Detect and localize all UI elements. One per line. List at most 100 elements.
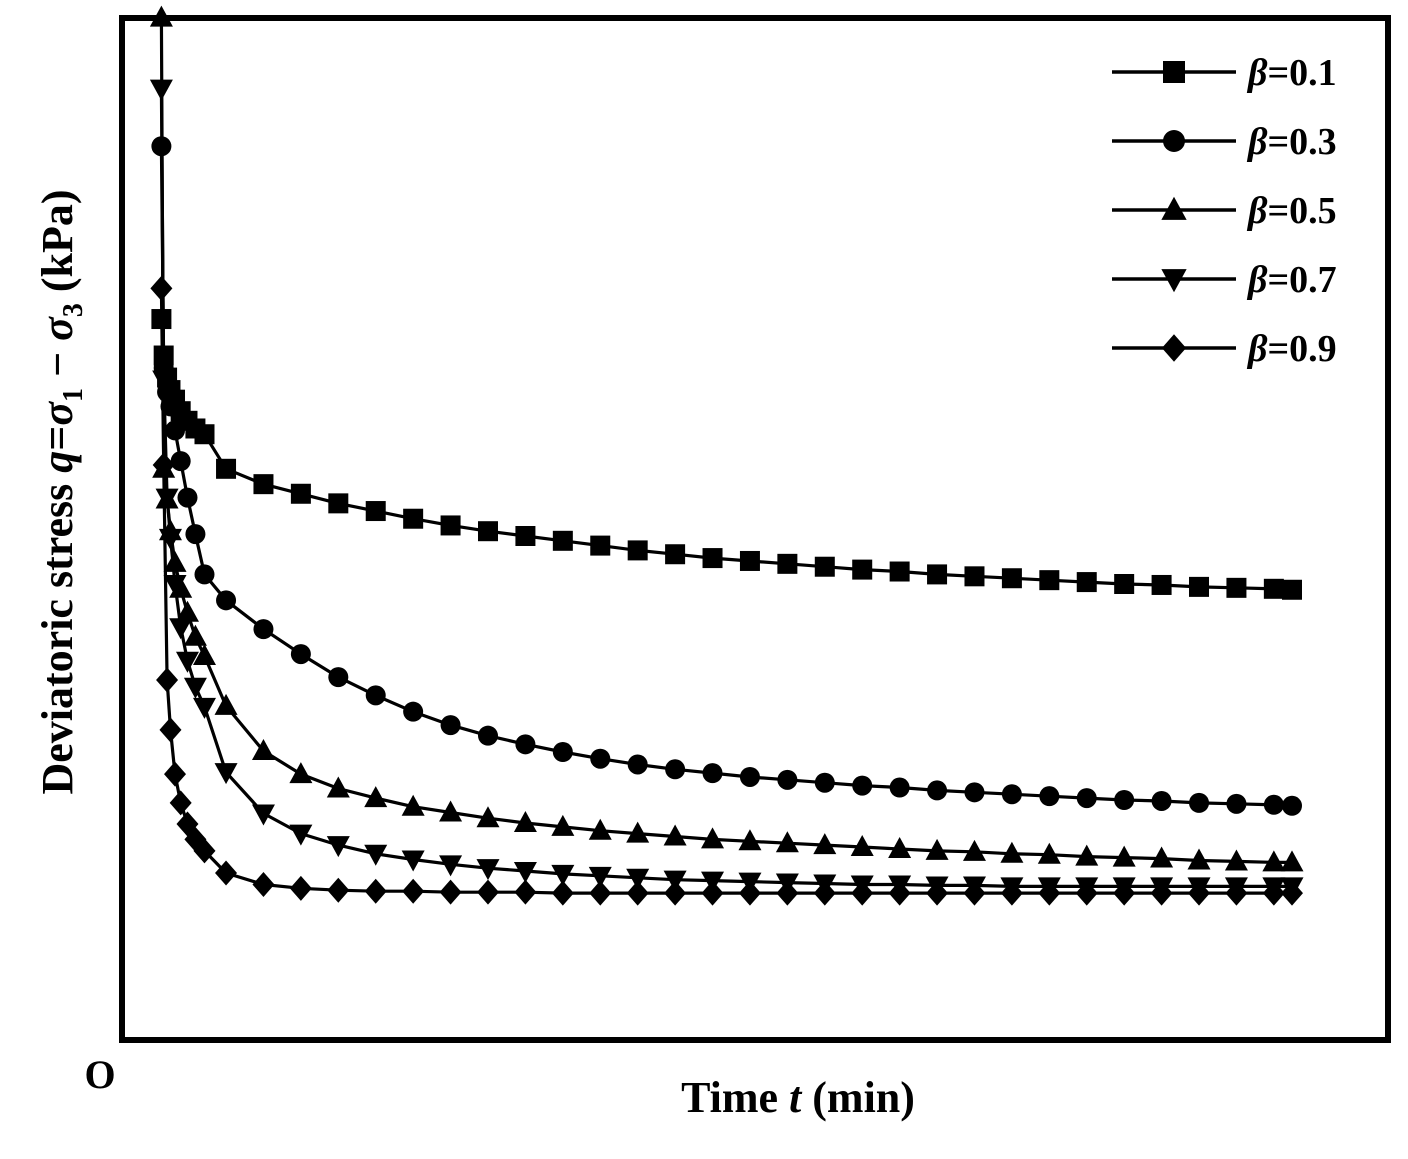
y-axis-title: Deviatoric stress q=σ1 − σ3 (kPa) [33,190,89,795]
data-point [1000,841,1024,863]
data-point [813,833,837,855]
data-point [440,715,461,736]
data-point [626,880,649,906]
data-point [551,880,574,906]
data-point [739,550,760,571]
data-point [1189,792,1210,813]
data-point [1263,578,1284,599]
data-point [590,535,611,556]
data-point [289,824,313,846]
data-point [477,521,498,542]
data-point [1076,572,1097,593]
data-point [1263,794,1284,815]
x-axis-title-var: t [789,1073,803,1122]
data-point [664,880,687,906]
data-point [1262,880,1285,906]
data-point [590,748,611,769]
legend-marker [1163,130,1185,152]
data-point [289,762,313,784]
series-square [151,309,1302,600]
data-point [155,488,179,510]
data-point [401,850,425,872]
data-point [251,804,275,826]
data-point [149,79,173,101]
data-point [289,875,312,901]
data-point [1225,880,1248,906]
data-point [962,839,986,861]
data-point [476,879,499,905]
data-point [165,420,186,441]
data-point [1000,880,1023,906]
data-point [514,879,537,905]
data-point [328,493,349,514]
data-point [439,879,462,905]
data-point [164,761,187,787]
legend-label: β=0.9 [1246,328,1337,370]
data-point [1262,850,1286,872]
data-point [1188,880,1211,906]
data-point [1113,880,1136,906]
data-point [477,725,498,746]
legend-item: β=0.5 [1112,190,1337,232]
data-point [1075,844,1099,866]
series-diamond [150,275,1303,906]
data-point [551,814,575,836]
series-line [159,146,1293,808]
data-point [776,880,799,906]
data-point [251,739,275,761]
data-point [1076,788,1097,809]
data-point [401,794,425,816]
y-axis-title-suffix: (kPa) [33,190,82,304]
data-point [552,530,573,551]
data-point [925,838,949,860]
data-point [216,590,237,611]
data-point [183,677,207,699]
data-point [777,769,798,790]
data-point [326,776,350,798]
data-point [253,474,274,495]
data-point [738,880,761,906]
series-line [159,17,1292,865]
data-point [552,742,573,762]
data-point [1114,574,1135,594]
data-point [964,782,985,803]
data-point [403,508,424,529]
data-point [663,824,687,846]
data-point [927,564,948,585]
data-point [216,458,237,479]
data-point [170,451,191,472]
data-point [1112,845,1136,867]
data-point [183,624,207,646]
data-point [365,501,386,522]
x-axis-title: Time t (min) [681,1073,915,1122]
data-point [163,575,187,596]
data-point [252,871,275,897]
data-point [1280,850,1304,872]
data-point [440,515,461,536]
legend-item: β=0.3 [1112,121,1337,163]
data-point [665,759,686,780]
data-point [150,275,173,301]
data-point [152,452,175,478]
legend-marker [1161,196,1187,220]
data-point [626,868,650,890]
data-point [813,880,836,906]
data-point [1282,579,1302,600]
data-point [193,838,216,864]
data-point [627,540,648,561]
data-point [192,697,216,719]
data-point [185,524,206,545]
data-point [177,487,198,508]
data-point [738,829,762,851]
data-point [814,556,835,577]
data-point [588,866,612,888]
data-point [701,827,725,849]
data-point [1037,842,1061,864]
origin-label: O [84,1052,115,1097]
data-point [327,877,350,903]
series-triangle-up [149,5,1304,872]
data-point [163,550,187,572]
data-point [364,844,388,866]
data-point [515,526,536,546]
